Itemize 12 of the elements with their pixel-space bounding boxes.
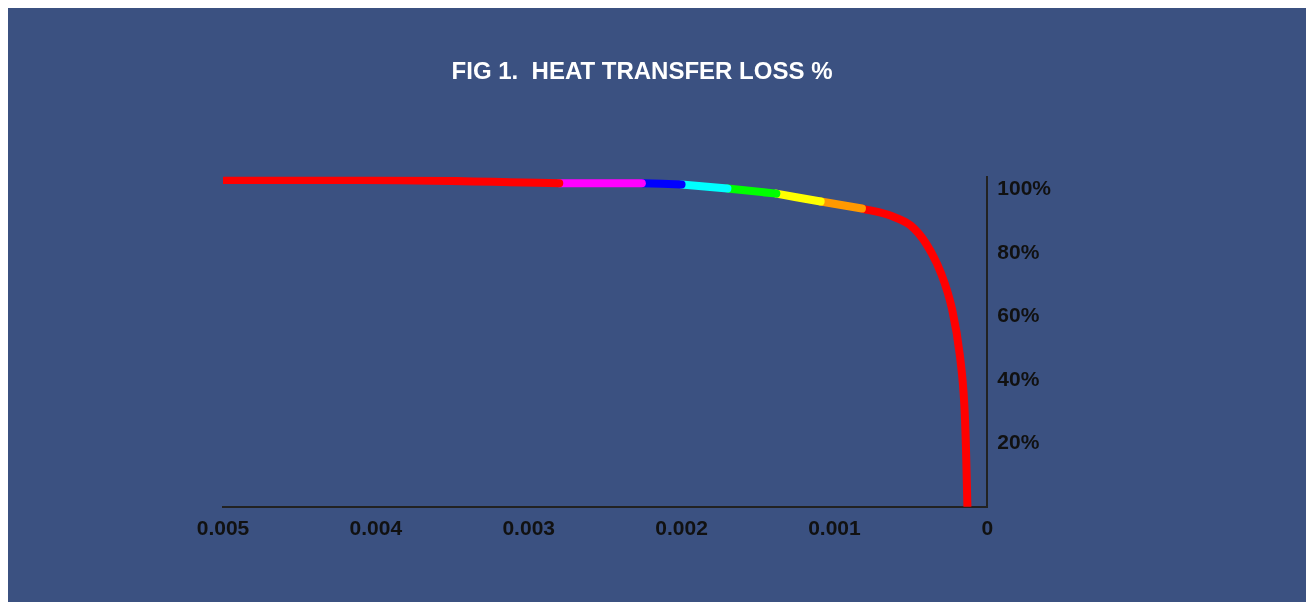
chart-title: FIG 1. HEAT TRANSFER LOSS %	[451, 57, 833, 85]
y-tick-label: 20%	[997, 430, 1040, 454]
x-tick-label: 0.005	[196, 516, 250, 540]
x-tick-label: 0.003	[502, 516, 555, 540]
x-tick-label: 0.002	[655, 516, 708, 540]
x-tick-label: 0	[981, 516, 994, 540]
x-tick-label: 0.004	[349, 516, 403, 540]
y-tick-label: 80%	[997, 239, 1040, 263]
y-tick-label: 60%	[997, 303, 1040, 327]
x-tick-label: 0.001	[808, 516, 862, 540]
y-tick-label: 100%	[997, 176, 1052, 200]
y-tick-label: 40%	[997, 366, 1040, 390]
